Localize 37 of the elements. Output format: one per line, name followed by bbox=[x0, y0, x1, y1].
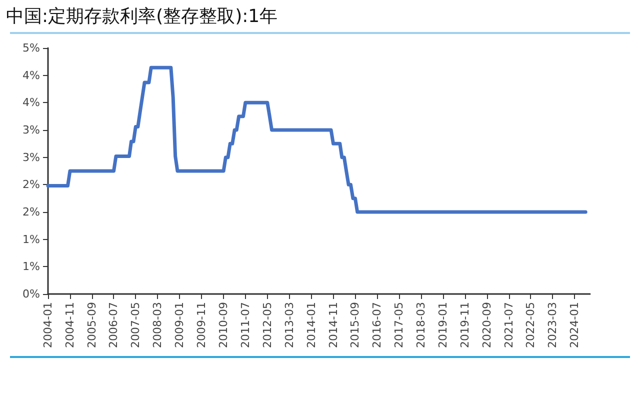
y-tick-label: 4% bbox=[22, 68, 40, 82]
chart-title: 中国:定期存款利率(整存整取):1年 bbox=[6, 5, 278, 28]
x-tick-label: 2014-01 bbox=[304, 302, 318, 348]
x-tick-label: 2022-05 bbox=[524, 302, 538, 348]
line-series bbox=[46, 66, 588, 214]
x-tick-label: 2019-11 bbox=[458, 302, 472, 348]
x-tick-label: 2017-05 bbox=[392, 302, 406, 348]
x-tick-label: 2010-09 bbox=[217, 302, 230, 348]
x-tick-label: 2008-03 bbox=[151, 302, 164, 348]
y-tick-label: 3% bbox=[22, 124, 40, 136]
x-tick-label: 2009-01 bbox=[173, 302, 186, 348]
x-tick-label: 2012-05 bbox=[260, 302, 274, 348]
y-tick-label: 0% bbox=[22, 288, 40, 300]
x-tick-label: 2009-11 bbox=[195, 302, 208, 348]
y-tick-label: 1% bbox=[22, 232, 40, 246]
y-tick-label: 2% bbox=[22, 206, 40, 218]
x-tick-label: 2023-03 bbox=[546, 302, 560, 348]
y-tick-label: 2% bbox=[22, 178, 40, 192]
x-tick-label: 2007-05 bbox=[129, 302, 142, 348]
y-tick-label: 3% bbox=[22, 150, 40, 164]
x-tick-label: 2021-07 bbox=[502, 302, 516, 348]
x-tick-label: 2019-01 bbox=[436, 302, 450, 348]
x-tick-label: 2004-11 bbox=[63, 302, 76, 348]
x-tick-label: 2006-07 bbox=[107, 302, 120, 348]
y-tick-label: 1% bbox=[22, 260, 40, 274]
x-tick-label: 2011-07 bbox=[238, 302, 252, 348]
x-tick-label: 2014-11 bbox=[326, 302, 340, 348]
x-tick-label: 2013-03 bbox=[282, 302, 296, 348]
x-tick-label: 2005-09 bbox=[85, 302, 98, 348]
x-tick-label: 2016-07 bbox=[370, 302, 384, 348]
y-tick-label: 5% bbox=[22, 42, 40, 54]
x-tick-label: 2015-09 bbox=[348, 302, 362, 348]
y-tick-label: 4% bbox=[22, 96, 40, 110]
x-tick-label: 2004-01 bbox=[42, 302, 54, 348]
x-tick-label: 2018-03 bbox=[414, 302, 428, 348]
x-tick-label: 2024-01 bbox=[568, 302, 582, 348]
x-tick-label: 2020-09 bbox=[480, 302, 494, 348]
